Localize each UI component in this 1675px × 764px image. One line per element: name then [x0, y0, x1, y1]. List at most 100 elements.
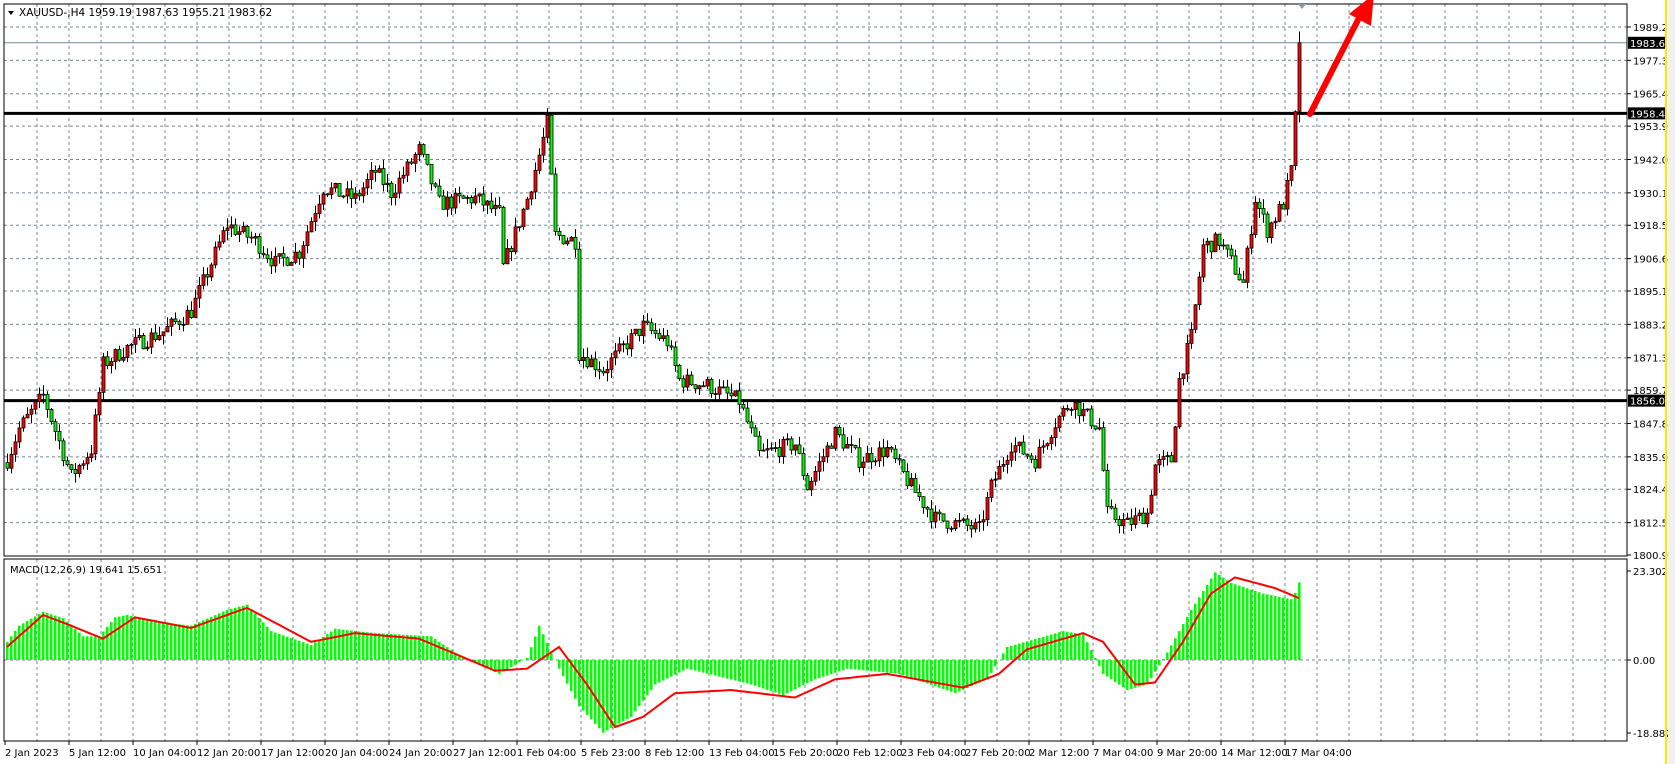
candle [449, 193, 454, 216]
macd-histogram-bar [1150, 660, 1153, 679]
candle-body [1253, 201, 1258, 235]
candle [225, 218, 230, 241]
macd-histogram-bar [534, 636, 537, 660]
price-label: 1859.75 [1633, 386, 1674, 397]
candle-body [1101, 427, 1106, 471]
red-arrow-annotation[interactable] [1307, 0, 1374, 117]
macd-histogram-bar [598, 660, 601, 729]
macd-histogram-bar [798, 660, 801, 688]
macd-histogram-bar [1258, 592, 1261, 660]
candle-body [1137, 512, 1142, 517]
candle [189, 301, 194, 319]
candle-body [477, 193, 482, 197]
macd-histogram-bar [974, 660, 977, 685]
candle [569, 236, 574, 242]
macd-histogram-bar [482, 660, 485, 667]
candle [677, 363, 682, 381]
macd-histogram-bar [290, 638, 293, 660]
candle-body [617, 343, 622, 352]
time-label: 20 Jan 04:00 [325, 748, 388, 759]
candle [821, 448, 826, 472]
candle-body [1077, 401, 1082, 417]
candle-body [613, 350, 618, 359]
macd-histogram-bar [546, 642, 549, 660]
macd-histogram-bar [70, 625, 73, 660]
candle-body [1181, 373, 1186, 379]
macd-histogram-bar [442, 644, 445, 660]
macd-histogram-bar [1194, 603, 1197, 660]
candle [105, 351, 110, 370]
horizontal-levels[interactable] [4, 42, 1627, 403]
macd-histogram-bar [1170, 645, 1173, 660]
candle [1257, 198, 1262, 219]
macd-histogram-bar [378, 633, 381, 660]
candle [501, 205, 506, 265]
macd-histogram-bar [570, 660, 573, 692]
candle [401, 166, 406, 184]
macd-histogram-bar [962, 660, 965, 690]
macd-histogram-bar [234, 607, 237, 660]
candle-body [805, 475, 810, 491]
candle [737, 382, 742, 414]
candle [1153, 463, 1158, 496]
macd-histogram-bar [1254, 590, 1257, 660]
candle-body [117, 349, 122, 361]
candle-body [885, 447, 890, 458]
candle [969, 520, 974, 538]
candle [41, 385, 46, 404]
candle-body [545, 114, 550, 138]
macd-histogram-bar [422, 635, 425, 660]
candle-body [573, 236, 578, 250]
time-label: 9 Mar 20:00 [1157, 748, 1217, 759]
candle-body [249, 236, 254, 239]
candle [1137, 509, 1142, 522]
macd-histogram-bar [678, 660, 681, 673]
candle [1053, 418, 1058, 447]
macd-histogram-bar [754, 660, 757, 686]
candle-body [265, 254, 270, 260]
macd-histogram-bar [830, 660, 833, 675]
macd-histogram-bar [278, 633, 281, 660]
candle-body [909, 477, 914, 487]
candle [1285, 173, 1290, 216]
macd-histogram-bar [42, 611, 45, 660]
macd-histogram-bar [386, 633, 389, 660]
macd-histogram-bar [990, 660, 993, 673]
macd-histogram-bar [1242, 586, 1245, 660]
macd-histogram-bar [274, 632, 277, 660]
candle-body [5, 462, 10, 469]
candle-body [1113, 507, 1118, 520]
candle-body [825, 445, 830, 458]
candle-body [325, 193, 330, 196]
candle [5, 453, 10, 472]
candle [377, 165, 382, 174]
candle [681, 375, 686, 394]
candle-body [1009, 451, 1014, 461]
candle [829, 443, 834, 449]
macd-histogram-bar [222, 611, 225, 660]
candle [993, 471, 998, 488]
candle [577, 241, 582, 364]
chart-shift-marker-icon[interactable] [1298, 4, 1306, 9]
candle [1273, 217, 1278, 229]
candle-body [133, 337, 138, 345]
macd-histogram-bar [210, 616, 213, 660]
candle [565, 237, 570, 246]
candle [233, 218, 238, 236]
macd-histogram-bar [574, 660, 577, 699]
candle-body [873, 460, 878, 463]
macd-histogram-bar [898, 660, 901, 674]
candle-body [25, 413, 30, 419]
candle-body [661, 335, 666, 339]
macd-histogram-bar [138, 617, 141, 660]
candle-body [645, 320, 650, 324]
candle-body [161, 331, 166, 336]
candle [869, 447, 874, 470]
triangle-down-icon[interactable] [8, 11, 14, 15]
candles [5, 31, 1302, 538]
candle-body [1201, 244, 1206, 278]
candle-body [793, 444, 798, 451]
candle-body [1205, 240, 1210, 246]
macd-histogram-bar [62, 618, 65, 660]
